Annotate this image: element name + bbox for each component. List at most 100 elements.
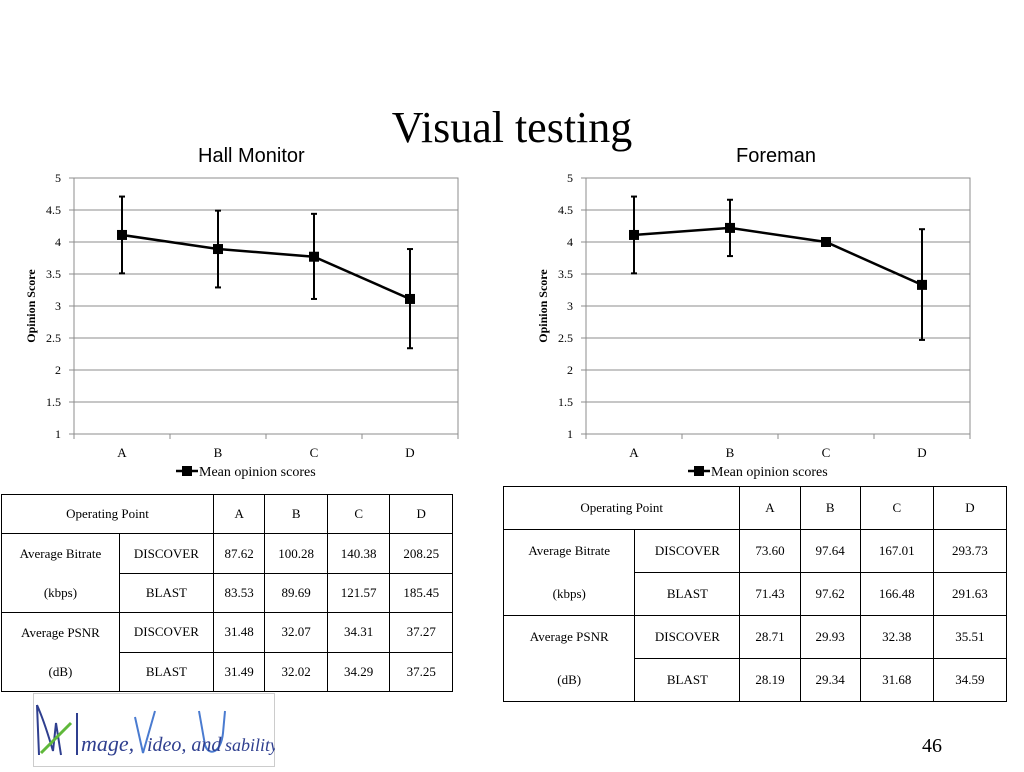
data-point xyxy=(725,222,735,233)
y-tick-label: 5 xyxy=(55,171,61,185)
y-tick-label: 1 xyxy=(567,427,573,441)
legend-marker xyxy=(182,466,192,476)
chart-title-hall-monitor: Hall Monitor xyxy=(198,145,305,167)
header-cell: Operating Point xyxy=(1,493,214,535)
method-cell: BLAST xyxy=(634,572,741,616)
page-number: 46 xyxy=(922,735,942,757)
row-group-label: (dB) xyxy=(502,658,636,702)
value-cell: 140.38 xyxy=(326,533,391,574)
x-tick-label: A xyxy=(629,445,639,460)
svg-text:ideo, and: ideo, and xyxy=(147,734,222,756)
table-row: Average Bitrate DISCOVER 73.60 97.64 167.01 2… xyxy=(502,529,1008,573)
row-group-label: (kbps) xyxy=(502,572,636,616)
value-cell: 34.29 xyxy=(326,651,391,693)
value-cell: 166.48 xyxy=(859,572,934,616)
value-cell: 293.73 xyxy=(932,529,1008,573)
header-cell: D xyxy=(389,493,453,535)
table-row: (dB) BLAST 31.49 32.02 34.29 37.25 xyxy=(1,651,453,693)
y-tick-label: 3 xyxy=(55,299,61,313)
value-cell: 71.43 xyxy=(739,572,801,616)
y-tick-label: 3 xyxy=(567,299,573,313)
x-tick-label: C xyxy=(310,445,319,460)
header-cell: A xyxy=(739,486,801,530)
data-point xyxy=(405,293,415,304)
table-hall-monitor: Operating Point A B C D Average Bitrate DISCOV… xyxy=(1,493,453,693)
value-cell: 291.63 xyxy=(932,572,1008,616)
value-cell: 31.48 xyxy=(212,612,266,653)
value-cell: 28.19 xyxy=(739,658,801,702)
value-cell: 28.71 xyxy=(739,615,801,659)
x-tick-label: D xyxy=(917,445,926,460)
value-cell: 89.69 xyxy=(264,572,328,614)
method-cell: DISCOVER xyxy=(634,529,741,573)
y-tick-label: 4 xyxy=(55,235,61,249)
method-cell: BLAST xyxy=(118,572,214,614)
row-group-label: (dB) xyxy=(1,652,120,693)
value-cell: 37.27 xyxy=(389,612,453,653)
value-cell: 29.93 xyxy=(799,615,861,659)
y-tick-label: 5 xyxy=(567,171,573,185)
value-cell: 87.62 xyxy=(212,533,266,574)
data-point xyxy=(917,279,927,290)
value-cell: 32.07 xyxy=(264,612,328,653)
table-header-row: Operating Point A B C D xyxy=(502,486,1008,530)
chart-title-foreman: Foreman xyxy=(736,145,817,167)
value-cell: 100.28 xyxy=(264,533,328,574)
value-cell: 121.57 xyxy=(326,572,391,614)
value-cell: 32.02 xyxy=(264,651,328,693)
y-tick-label: 1.5 xyxy=(46,395,61,409)
value-cell: 97.62 xyxy=(799,572,861,616)
y-tick-label: 1 xyxy=(55,427,61,441)
y-tick-label: 4.5 xyxy=(46,203,61,217)
method-cell: BLAST xyxy=(634,658,741,702)
legend-marker xyxy=(694,466,704,476)
y-tick-label: 3.5 xyxy=(558,267,573,281)
svg-text:sability: sability xyxy=(225,735,275,755)
value-cell: 32.38 xyxy=(859,615,934,659)
chart-hall-monitor: 1 1.5 2 2.5 3 3.5 4 4.5 5 A B C D Opinion Score Mean o… xyxy=(24,171,459,480)
table-row: Average PSNR DISCOVER 28.71 29.93 32.38 35.51 xyxy=(502,615,1008,659)
value-cell: 208.25 xyxy=(389,533,453,574)
value-cell: 167.01 xyxy=(859,529,934,573)
legend-label: Mean opinion scores xyxy=(199,465,316,480)
data-point xyxy=(117,229,127,240)
method-cell: BLAST xyxy=(118,651,214,693)
legend-label: Mean opinion scores xyxy=(711,465,828,480)
header-cell: C xyxy=(859,486,934,530)
x-tick-label: B xyxy=(726,445,735,460)
header-cell: A xyxy=(212,493,266,535)
x-tick-label: B xyxy=(214,445,223,460)
row-group-label: Average PSNR xyxy=(502,615,636,659)
x-tick-label: A xyxy=(117,445,127,460)
ivu-logo: mage, ideo, and sability xyxy=(33,693,278,767)
row-group-label: Average Bitrate xyxy=(1,533,120,574)
y-tick-label: 2 xyxy=(55,363,61,377)
table-row: Average Bitrate DISCOVER 87.62 100.28 140.38… xyxy=(1,533,453,574)
x-tick-label: C xyxy=(822,445,831,460)
table-row: (kbps) BLAST 83.53 89.69 121.57 185.45 xyxy=(1,572,453,614)
header-cell: C xyxy=(326,493,391,535)
value-cell: 34.59 xyxy=(932,658,1008,702)
header-cell: B xyxy=(799,486,861,530)
y-axis-label: Opinion Score xyxy=(24,269,38,343)
value-cell: 83.53 xyxy=(212,572,266,614)
header-cell: B xyxy=(264,493,328,535)
header-cell: Operating Point xyxy=(502,486,741,530)
svg-text:mage,: mage, xyxy=(81,731,134,756)
table-row: Average PSNR DISCOVER 31.48 32.07 34.31 37.27 xyxy=(1,612,453,653)
data-point xyxy=(213,244,223,255)
data-point xyxy=(629,229,639,240)
y-tick-label: 1.5 xyxy=(558,395,573,409)
y-axis-label: Opinion Score xyxy=(536,269,550,343)
row-group-label: Average Bitrate xyxy=(502,529,636,573)
y-tick-label: 3.5 xyxy=(46,267,61,281)
method-cell: DISCOVER xyxy=(118,533,214,574)
header-cell: D xyxy=(932,486,1008,530)
table-row: (kbps) BLAST 71.43 97.62 166.48 291.63 xyxy=(502,572,1008,616)
value-cell: 35.51 xyxy=(932,615,1008,659)
method-cell: DISCOVER xyxy=(634,615,741,659)
data-point xyxy=(821,237,831,247)
series-line xyxy=(121,233,411,301)
value-cell: 37.25 xyxy=(389,651,453,693)
value-cell: 34.31 xyxy=(326,612,391,653)
